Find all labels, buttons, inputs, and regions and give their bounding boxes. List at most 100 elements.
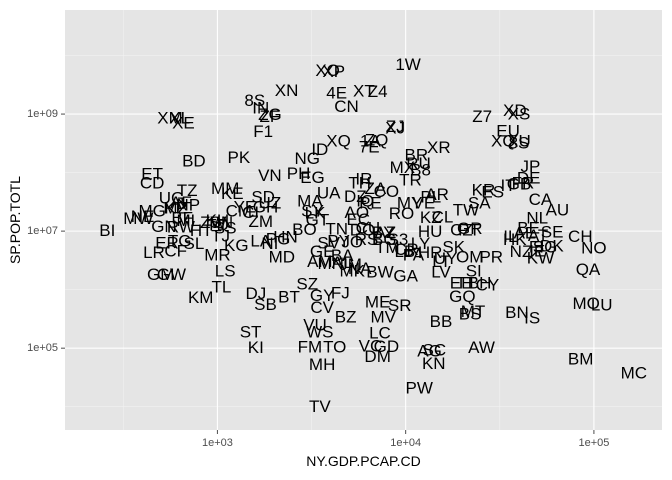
point-label: BY [372,223,395,242]
point-label: SE [541,223,564,242]
point-label: CF [164,241,187,260]
point-label: XQ [326,131,351,150]
point-label: AO [345,203,370,222]
point-label: KM [188,288,214,307]
point-label: SC [423,341,447,360]
point-label: IN [252,98,269,117]
point-label: GM [147,265,174,284]
point-label: MX [390,158,416,177]
point-label: MZ [163,198,188,217]
point-label: GN [151,217,177,236]
point-label: XJ [385,118,405,137]
y-axis-ticks: 1e+05 1e+07 1e+09 [27,108,65,354]
point-label: XT [353,81,375,100]
point-label: TT [456,273,477,292]
point-label: RW [167,217,195,236]
point-label: PT [458,221,480,240]
point-label: CA [529,190,553,209]
point-label: TH [348,173,371,192]
point-label: KH [206,211,230,230]
point-label: CY [476,276,500,295]
point-label: KW [527,248,554,267]
point-label: BD [182,152,206,171]
point-label: FJ [331,283,350,302]
point-label: EG [300,168,325,187]
point-label: SG [533,237,558,256]
point-label: TR [399,170,422,189]
plot-panel [65,10,662,430]
point-label: CO [374,182,400,201]
point-label: DJ [245,284,266,303]
point-label: BZ [335,308,357,327]
point-label: CM [226,202,252,221]
point-label: KE [221,184,244,203]
point-label: XO [315,61,340,80]
point-label: 1W [395,55,421,74]
point-label: MN [318,254,344,273]
point-label: BR [405,145,429,164]
point-label: HK [503,230,527,249]
point-label: Z7 [472,107,492,126]
point-label: AR [425,185,449,204]
point-label: CU [356,219,381,238]
point-label: GH [253,197,279,216]
x-axis-title: NY.GDP.PCAP.CD [306,453,420,469]
point-label: MY [397,194,423,213]
point-label: XU [507,131,531,150]
point-label: YE [234,197,257,216]
point-label: VU [303,315,327,334]
minor-gridlines [65,10,662,430]
point-label: HU [418,222,443,241]
point-label: SK [442,237,465,256]
point-label: TG [168,231,192,250]
point-label: BI [99,221,115,240]
point-label: AZ [374,223,396,242]
point-label: AF [170,193,192,212]
point-label: BS [459,305,482,324]
point-label: FR [512,174,535,193]
point-label: IL [503,227,517,246]
point-label: MV [370,308,396,327]
point-label: TD [206,215,229,234]
point-label: NP [176,195,200,214]
point-label: MD [269,248,295,267]
point-label: HT [190,221,213,240]
point-label: ZJ [386,117,405,136]
point-label: JO [341,233,363,252]
point-label: B8 [410,161,431,180]
point-label: XS [508,105,531,124]
point-label: XQ [491,131,516,150]
point-label: MC [621,363,647,382]
point-label: CH [568,227,593,246]
point-label: 8S [244,91,265,110]
point-label: BW [366,263,393,282]
point-label: FM [298,338,323,357]
point-label: LU [591,295,613,314]
point-label: MG [138,202,165,221]
point-label: CV [310,298,334,317]
point-label: KI [248,338,264,357]
point-label: KP [164,199,187,218]
point-label: XL [169,109,190,128]
point-label: QA [576,260,601,279]
point-label: LR [143,243,165,262]
point-label: JM [339,255,362,274]
point-label: MK [339,261,365,280]
point-label: NI [261,234,278,253]
x-tick-label: 1e+05 [578,437,609,449]
point-label: TJ [211,227,230,246]
point-label: CI [242,203,259,222]
point-label: AM [307,252,333,271]
point-label: ZG [258,105,282,124]
point-label: BT [278,287,300,306]
point-label: EU [496,122,520,141]
point-label: MR [204,246,230,265]
point-label: MA [297,191,323,210]
point-label: GT [306,210,330,229]
point-label: MH [309,355,335,374]
point-label: BO [292,220,317,239]
point-label: TZ [177,181,198,200]
point-label: RS [355,230,379,249]
point-label: NE [131,207,155,226]
